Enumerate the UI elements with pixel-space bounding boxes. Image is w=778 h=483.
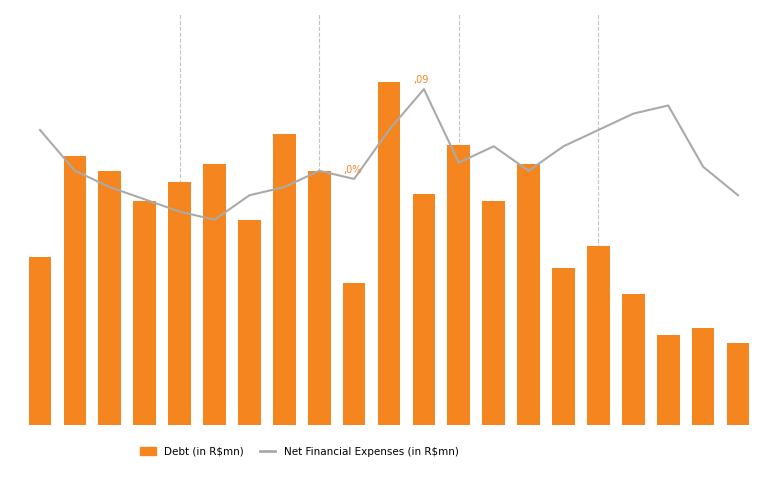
Bar [238, 220, 261, 425]
Bar [343, 283, 366, 425]
Bar [447, 145, 470, 425]
Bar [273, 134, 296, 425]
Bar [517, 164, 540, 425]
Text: ,09: ,09 [413, 75, 429, 85]
Bar [308, 171, 331, 425]
Bar [727, 343, 749, 425]
Legend: Debt (in R$mn), Net Financial Expenses (in R$mn): Debt (in R$mn), Net Financial Expenses (… [136, 442, 463, 461]
Bar [133, 201, 156, 425]
Bar [412, 194, 435, 425]
Bar [657, 336, 679, 425]
Text: ,0%: ,0% [344, 165, 362, 175]
Bar [168, 183, 191, 425]
Bar [29, 257, 51, 425]
Bar [587, 246, 610, 425]
Bar [622, 295, 645, 425]
Bar [482, 201, 505, 425]
Bar [64, 156, 86, 425]
Bar [692, 328, 714, 425]
Bar [552, 268, 575, 425]
Bar [203, 164, 226, 425]
Bar [99, 171, 121, 425]
Bar [377, 82, 401, 425]
